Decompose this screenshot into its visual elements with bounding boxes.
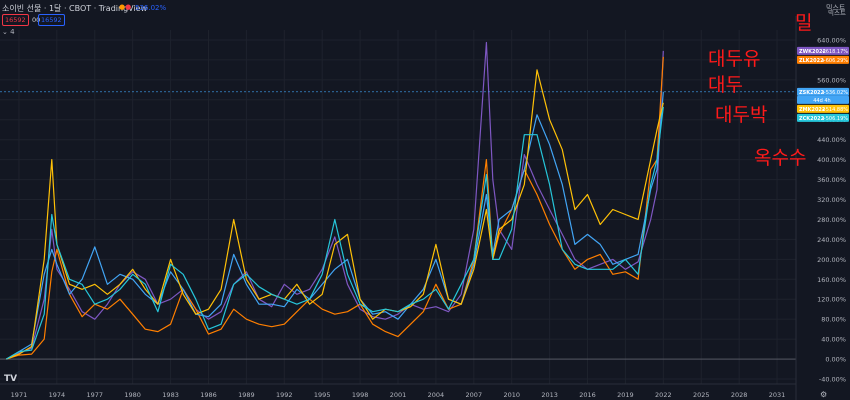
- annotation-soybean-oil: 대두유: [708, 48, 761, 70]
- tradingview-logo[interactable]: TV: [4, 374, 18, 384]
- x-tick-label: 1971: [11, 391, 28, 399]
- y-tick-label: 0.00%: [825, 356, 846, 364]
- y-tick-label: 80.00%: [821, 316, 846, 324]
- series-line-ZSK2022[interactable]: [5, 91, 664, 360]
- y-tick-label: 320.00%: [817, 196, 846, 204]
- x-tick-label: 1998: [352, 391, 369, 399]
- y-tick-label: 440.00%: [817, 136, 846, 144]
- countdown-tag-text: 44d 4h: [813, 98, 830, 104]
- value-tag-value: +536.02%: [822, 90, 849, 96]
- x-tick-label: 2013: [541, 391, 558, 399]
- value-tag-value: +514.88%: [822, 107, 849, 113]
- x-tick-label: 1974: [49, 391, 66, 399]
- x-tick-label: 2007: [466, 391, 483, 399]
- edit-mode-label[interactable]: 믹스트: [826, 4, 846, 12]
- x-tick-label: 1986: [200, 391, 217, 399]
- y-tick-label: 280.00%: [817, 216, 846, 224]
- value-tag-value: +606.29%: [822, 58, 849, 64]
- indicator-toggle[interactable]: ⌄ 4: [2, 28, 15, 36]
- x-tick-label: 2001: [390, 391, 407, 399]
- annotation-soybean-meal: 대두박: [715, 104, 768, 126]
- x-tick-label: 2004: [428, 391, 445, 399]
- x-tick-label: 2010: [503, 391, 520, 399]
- x-tick-label: 2025: [693, 391, 710, 399]
- x-tick-label: 1995: [314, 391, 331, 399]
- series-line-ZWK2022[interactable]: [6, 41, 664, 360]
- x-tick-label: 1977: [86, 391, 103, 399]
- x-tick-label: 2019: [617, 391, 634, 399]
- value-tag-name: ZLK2022: [799, 58, 824, 64]
- y-tick-label: 640.00%: [817, 36, 846, 44]
- value-tag-value: +618.17%: [822, 49, 849, 55]
- value-tag-name: ZMK2022: [799, 107, 826, 113]
- y-tick-label: 240.00%: [817, 236, 846, 244]
- series-line-ZCK2022[interactable]: [5, 106, 664, 360]
- change-percent: 536.02%: [135, 4, 167, 12]
- x-tick-label: 1992: [276, 391, 293, 399]
- value-tag-ZLK2022[interactable]: [797, 55, 849, 64]
- y-tick-label: 400.00%: [817, 156, 846, 164]
- spread-value: 00: [32, 16, 41, 24]
- value-tag-ZSK2022[interactable]: [797, 87, 849, 96]
- value-tag-ZWK2022[interactable]: [797, 46, 849, 55]
- x-tick-label: 1983: [162, 391, 179, 399]
- value-tag-ZCK2022[interactable]: [797, 113, 849, 122]
- y-tick-label: 200.00%: [817, 256, 846, 264]
- x-tick-label: 2028: [731, 391, 748, 399]
- y-tick-label: 360.00%: [817, 176, 846, 184]
- y-tick-label: 40.00%: [821, 336, 846, 344]
- value-tag-name: ZSK2022: [799, 90, 825, 96]
- series-line-ZLK2022[interactable]: [6, 56, 664, 360]
- bid-price[interactable]: 16592: [2, 14, 29, 26]
- y-tick-label: 160.00%: [817, 276, 846, 284]
- ask-price[interactable]: 16592: [38, 14, 65, 26]
- series-line-ZMK2022[interactable]: [6, 69, 664, 360]
- symbol-title[interactable]: 소이빈 선물 · 1달 · CBOT · TradingView: [2, 4, 148, 13]
- y-tick-label: -40.00%: [819, 376, 846, 384]
- chart-header: 소이빈 선물 · 1달 · CBOT · TradingView ●● 536.…: [0, 0, 850, 16]
- annotation-wheat: 밀: [795, 12, 813, 34]
- x-tick-label: 2031: [769, 391, 786, 399]
- countdown-tag: [797, 95, 849, 104]
- settings-icon[interactable]: ⚙: [820, 390, 828, 399]
- value-tag-name: ZCK2022: [799, 116, 825, 122]
- x-tick-label: 2022: [655, 391, 672, 399]
- x-tick-label: 2016: [579, 391, 596, 399]
- x-tick-label: 1980: [124, 391, 141, 399]
- market-status-icon: ●●: [119, 3, 132, 11]
- y-tick-label: 560.00%: [817, 76, 846, 84]
- x-tick-label: 1989: [238, 391, 255, 399]
- value-tag-ZMK2022[interactable]: [797, 104, 849, 113]
- value-tag-name: ZWK2022: [799, 49, 826, 55]
- annotation-corn: 옥수수: [754, 147, 807, 169]
- annotation-soybean: 대두: [708, 74, 743, 96]
- y-tick-label: 120.00%: [817, 296, 846, 304]
- value-tag-value: +506.19%: [822, 116, 849, 122]
- axis-mode-label[interactable]: 믹스트: [828, 9, 846, 17]
